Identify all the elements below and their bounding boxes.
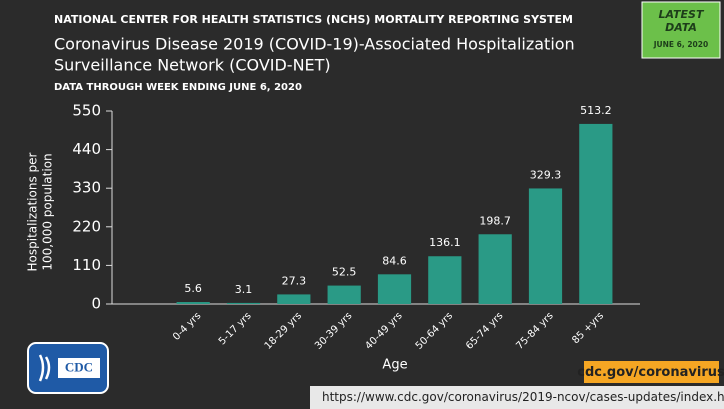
bar [528, 188, 563, 304]
badge-box [641, 1, 721, 59]
bar [428, 256, 462, 304]
logo-mark [38, 354, 51, 382]
subtitle: DATA THROUGH WEEK ENDING JUNE 6, 2020 [54, 82, 302, 93]
badge-text: LATEST [659, 8, 705, 21]
y-tick-label: 330 [72, 179, 101, 197]
url-text[interactable]: https://www.cdc.gov/coronavirus/2019-nco… [322, 390, 724, 404]
link-text[interactable]: cdc.gov/coronavirus [577, 365, 724, 380]
value-label: 198.7 [479, 214, 511, 227]
value-label: 329.3 [530, 168, 562, 181]
badge-date: JUNE 6, 2020 [653, 40, 708, 49]
value-label: 3.1 [235, 283, 253, 296]
chart-title: Coronavirus Disease 2019 (COVID-19)-Asso… [54, 35, 575, 54]
cdc-logo: CDC [27, 342, 109, 394]
logo-inner [58, 358, 100, 378]
y-tick-label: 440 [72, 140, 101, 158]
y-axis-title: Hospitalizations per [26, 152, 40, 271]
value-label: 27.3 [282, 274, 307, 287]
bar [478, 234, 512, 304]
supertitle: NATIONAL CENTER FOR HEALTH STATISTICS (N… [54, 13, 573, 26]
link-box [584, 361, 719, 383]
y-tick-label: 550 [72, 102, 101, 120]
bar [377, 274, 412, 304]
value-label: 5.6 [184, 282, 202, 295]
logo-text: CDC [65, 359, 93, 374]
bar [579, 123, 613, 304]
bar [277, 294, 311, 304]
latest-badge: LATEST DATA JUNE 6, 2020 [641, 1, 721, 59]
url-strip [310, 386, 724, 409]
x-axis-title: Age [382, 358, 407, 373]
y-tick-label: 110 [72, 256, 101, 274]
value-label: 52.5 [332, 266, 357, 279]
value-label: 136.1 [429, 236, 461, 249]
y-tick-label: 0 [91, 295, 101, 313]
y-tick-label: 220 [72, 217, 101, 235]
chart-title: Surveillance Network (COVID-NET) [54, 56, 331, 75]
y-axis-title: 100,000 population [41, 153, 55, 270]
value-label: 513.2 [580, 104, 612, 117]
value-label: 84.6 [382, 254, 407, 267]
bar [176, 302, 210, 304]
badge-text: DATA [665, 21, 697, 34]
bar [327, 285, 361, 304]
bar [226, 302, 261, 304]
